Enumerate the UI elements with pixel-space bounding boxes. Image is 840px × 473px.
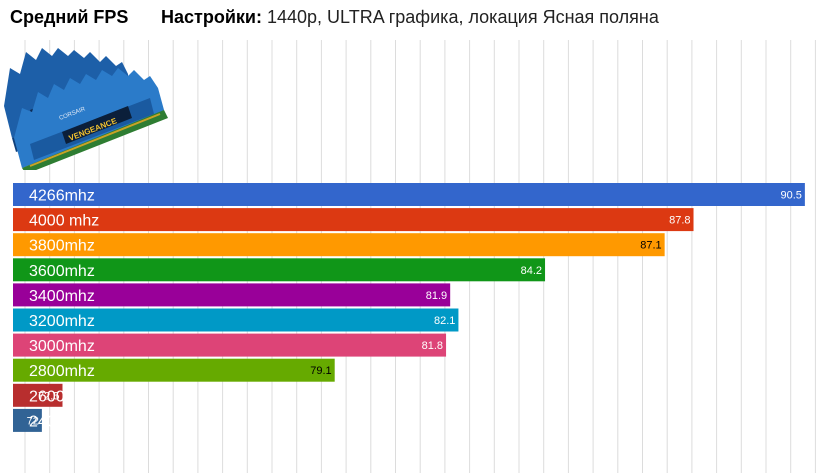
value-label: 87.8 [669, 215, 690, 227]
category-label: 2800mhz [29, 363, 95, 380]
value-label: 90.5 [780, 190, 801, 202]
bar [13, 408, 42, 432]
bar [13, 183, 805, 206]
bar [13, 283, 451, 307]
ram-modules-image: CORSAIR VENGEANCE CORSAIR [4, 48, 168, 170]
subtitle-label: Настройки: [161, 7, 262, 27]
category-label: 3800mhz [29, 238, 95, 255]
category-label: 2600 [29, 388, 65, 405]
bar [13, 308, 459, 332]
category-label: 3000mhz [29, 338, 95, 355]
value-label: 79.1 [310, 365, 331, 377]
value-label: 81.8 [422, 340, 443, 352]
bar [13, 333, 447, 357]
bar [13, 208, 694, 232]
bar [13, 383, 63, 407]
bar [13, 233, 665, 257]
chart-subtitle: Настройки: 1440p, ULTRA графика, локация… [161, 7, 659, 28]
chart-title: Средний FPS [10, 7, 129, 27]
value-label: 84.2 [521, 265, 542, 277]
category-label: 4000 mhz [29, 213, 99, 230]
category-label: 2400 [29, 413, 65, 430]
value-label: 82.1 [434, 315, 455, 327]
subtitle-text: 1440p, ULTRA графика, локация Ясная поля… [266, 7, 659, 27]
category-label: 3600mhz [29, 263, 95, 280]
ram-module-front: VENGEANCE CORSAIR [14, 68, 168, 170]
value-label: 87.1 [640, 240, 661, 252]
category-label: 4266mhz [29, 188, 95, 205]
value-label: 72 [27, 415, 39, 427]
bar [13, 358, 335, 382]
bar [13, 258, 546, 282]
value-label: 72.5 [38, 390, 59, 402]
value-label: 81.9 [426, 290, 447, 302]
category-label: 3400mhz [29, 288, 95, 305]
category-label: 3200mhz [29, 313, 95, 330]
